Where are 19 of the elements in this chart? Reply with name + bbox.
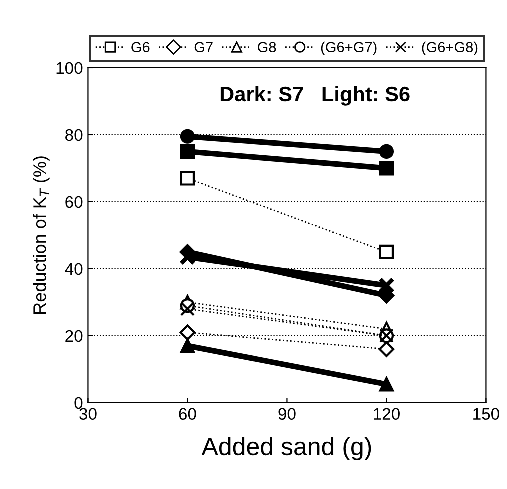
x-tick-label: 60 [179, 408, 196, 420]
y-tick-label: 80 [66, 129, 83, 142]
y-tick-label: 20 [66, 330, 83, 342]
x-axis-title: Added sand (g) [202, 437, 372, 461]
x-tick-label: 90 [278, 408, 296, 420]
legend-label: G8 [258, 42, 276, 53]
legend-label: (G6+G8) [422, 42, 478, 56]
y-tick-label: 100 [56, 62, 83, 74]
legend-label: G7 [194, 42, 213, 53]
x-tick-label: 30 [80, 408, 97, 420]
y-tick-label: 0 [74, 397, 83, 410]
y-axis-title: Reduction of K$_{T}$ (%) [33, 156, 50, 314]
y-tick-label: 60 [66, 196, 83, 208]
legend-label: (G6+G7) [321, 42, 377, 56]
annotation: Dark: S7 Light: S6 [220, 86, 410, 106]
y-tick-label: 40 [65, 263, 83, 276]
legend-label: G6 [132, 42, 150, 53]
x-tick-label: 120 [374, 408, 400, 420]
x-tick-label: 150 [474, 408, 500, 420]
